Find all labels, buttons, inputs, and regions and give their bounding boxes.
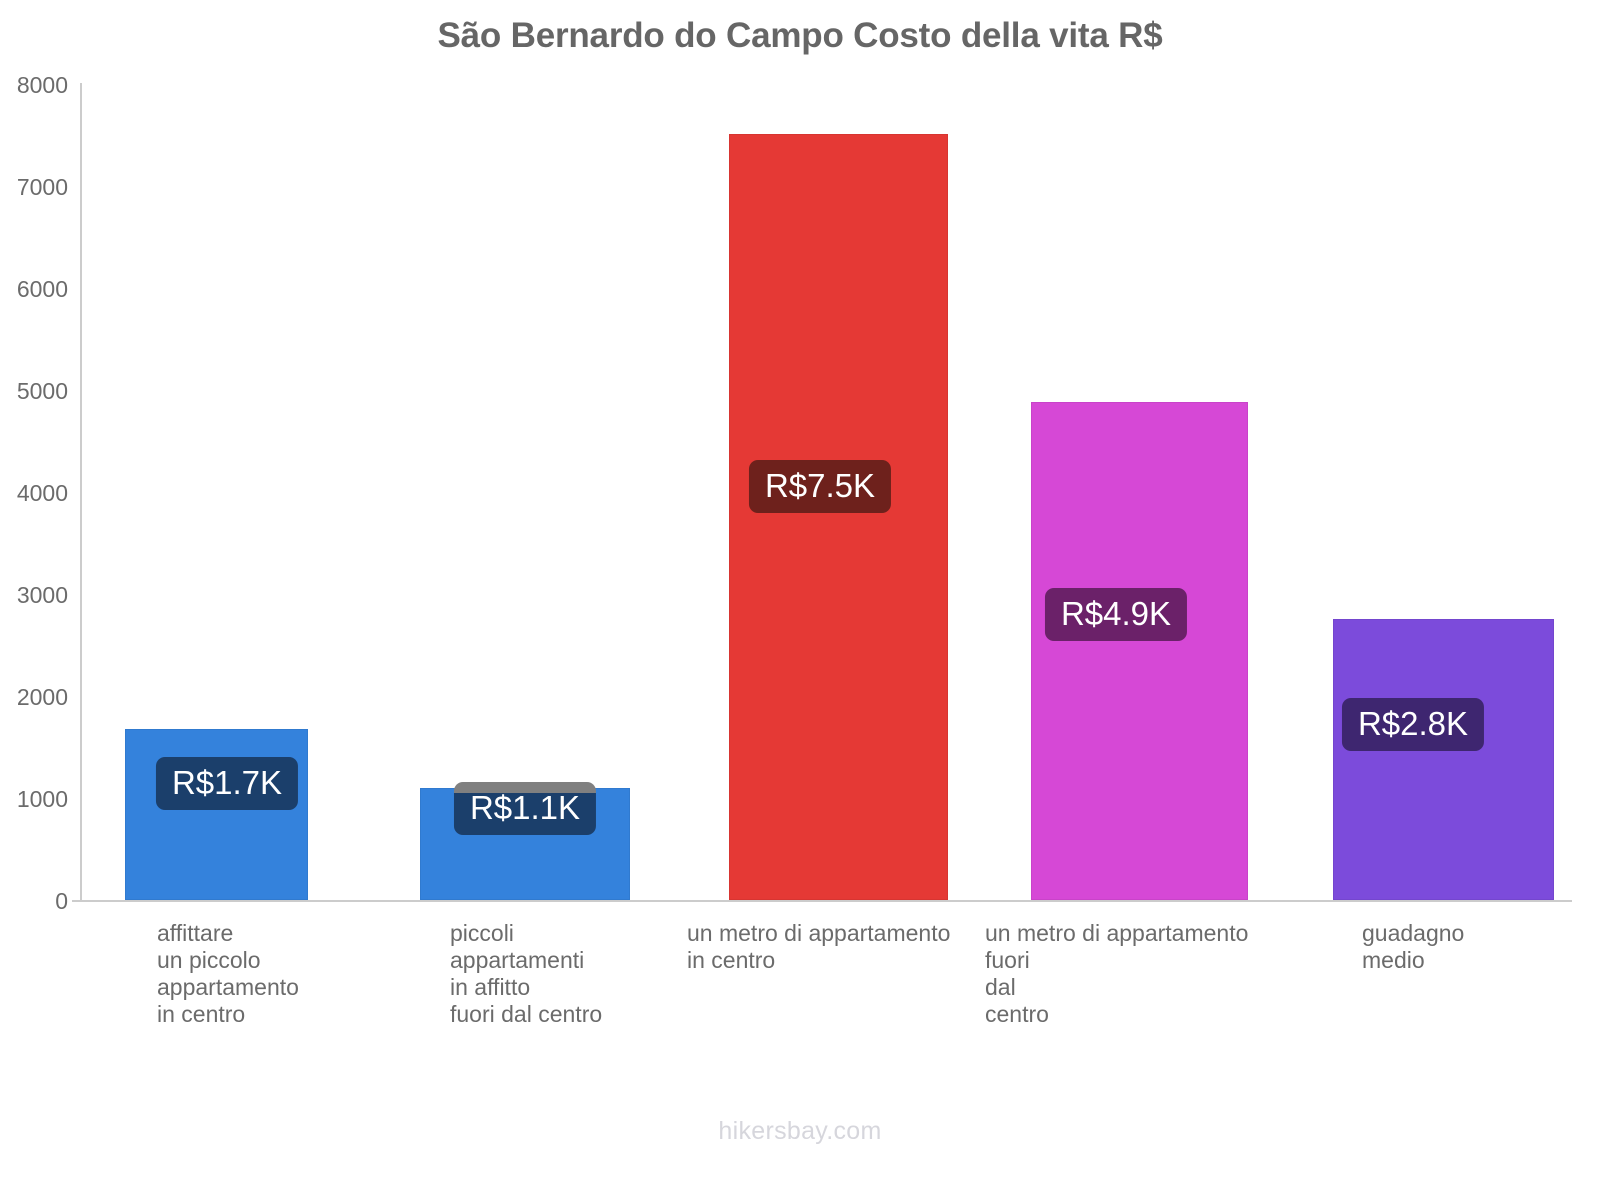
y-tick-1000: 1000 [16, 786, 68, 812]
y-tick-7000: 7000 [16, 174, 68, 200]
x-category-label-0: affittare un piccolo appartamento in cen… [157, 920, 299, 1027]
bar-value-label-4: R$2.8K [1341, 698, 1485, 751]
bar-value-label-1: R$1.1K [453, 782, 597, 835]
bar-rect [1031, 401, 1248, 900]
bar-rect [125, 729, 308, 900]
bar-value-label-3: R$4.9K [1044, 588, 1188, 641]
x-category-label-3: un metro di appartamento fuori dal centr… [985, 920, 1249, 1027]
y-tick-2000: 2000 [16, 684, 68, 710]
y-tick-4000: 4000 [16, 480, 68, 506]
y-tick-8000: 8000 [16, 72, 68, 98]
bar-rect [1333, 619, 1554, 900]
x-category-label-2: un metro di appartamento in centro [687, 920, 951, 973]
page-title: São Bernardo do Campo Costo della vita R… [437, 16, 1163, 55]
bar-rect [729, 134, 948, 900]
y-tick-5000: 5000 [16, 378, 68, 404]
y-tick-6000: 6000 [16, 276, 68, 302]
x-category-label-1: piccoli appartamenti in affitto fuori da… [450, 920, 603, 1027]
attribution-footer: hikersbay.com [718, 1117, 882, 1145]
x-axis-line [72, 900, 1572, 902]
bar-value-label-2: R$7.5K [748, 460, 892, 513]
bar-value-label-0: R$1.7K [155, 757, 299, 810]
y-axis-line [80, 83, 82, 901]
x-category-label-4: guadagno medio [1362, 920, 1465, 973]
y-tick-0: 0 [55, 888, 68, 914]
y-tick-3000: 3000 [16, 582, 68, 608]
